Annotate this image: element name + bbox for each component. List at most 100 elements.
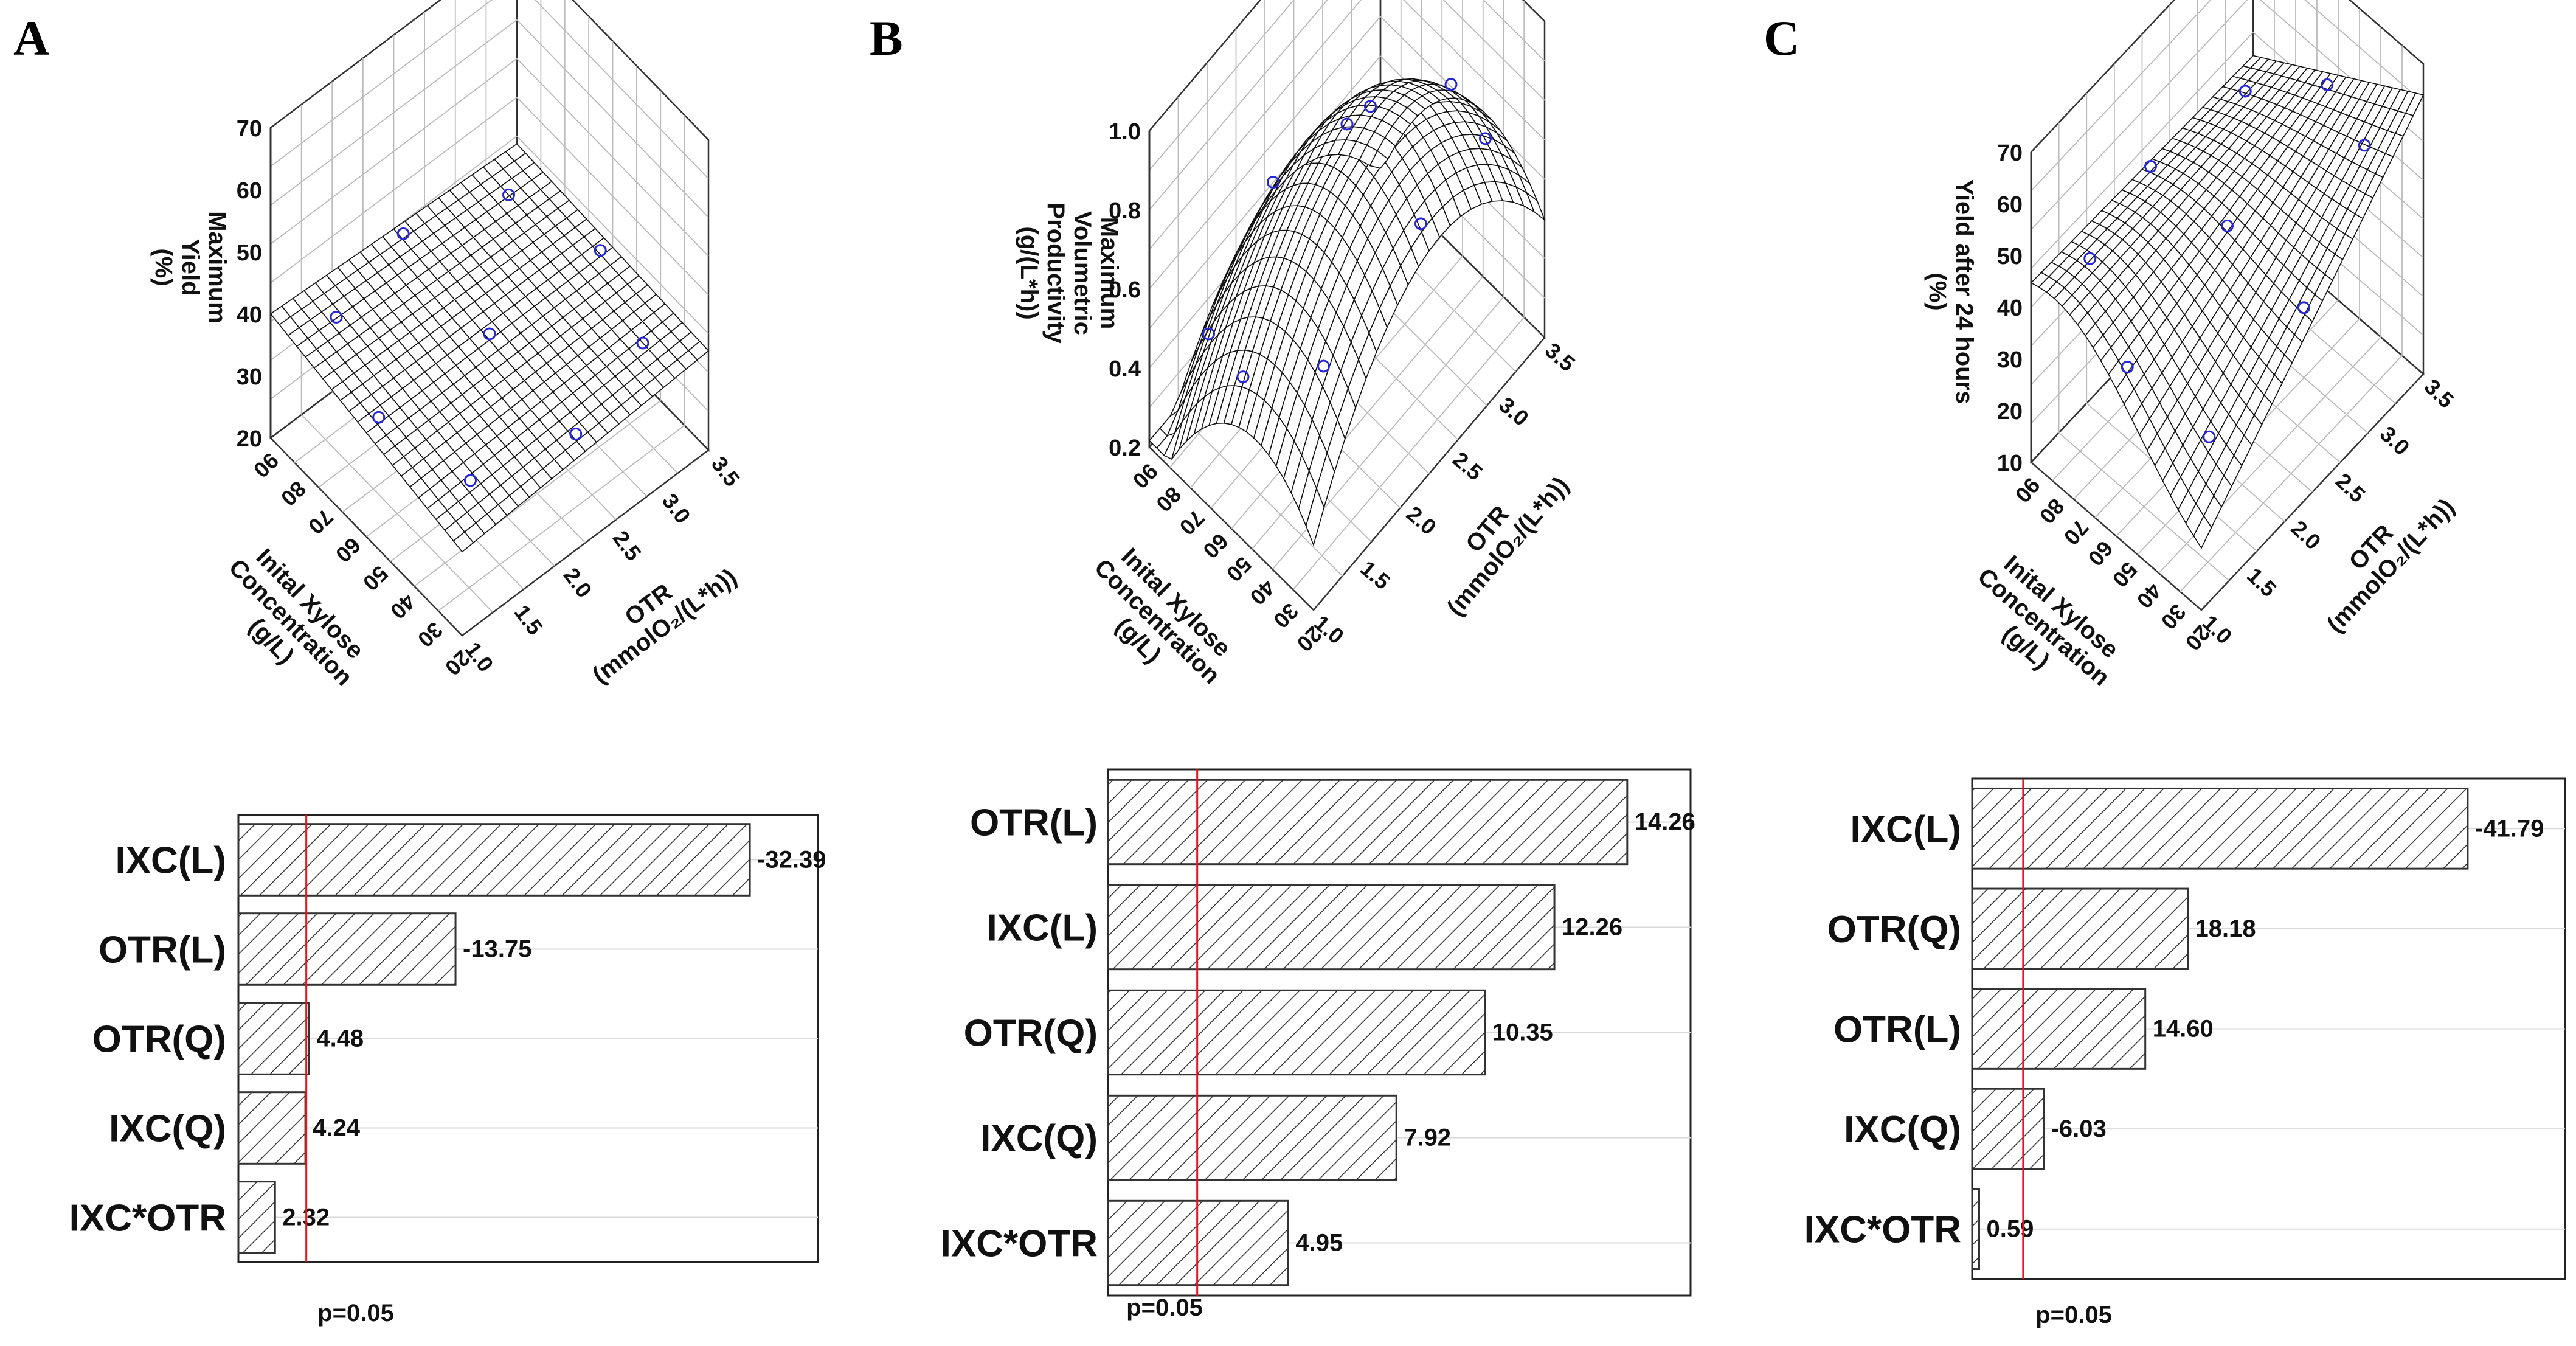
pareto-chart-c: IXC(L) -41.79 OTR(Q) 18.18 OTR(L) 14.60 IXC(Q)… bbox=[1804, 777, 2566, 1328]
y-tick-label: 40 bbox=[2132, 578, 2167, 613]
data-point bbox=[1267, 176, 1279, 189]
x-tick: 3.0 bbox=[2375, 421, 2415, 460]
data-point bbox=[464, 474, 477, 487]
category-label: OTR(Q) bbox=[92, 1019, 226, 1061]
y-tick-label: 70 bbox=[303, 504, 338, 539]
bar-otrl bbox=[237, 912, 457, 986]
wall-gridline bbox=[270, 0, 493, 167]
data-point bbox=[372, 411, 386, 424]
z-tick-label: 0.8 bbox=[1109, 198, 1141, 224]
z-tick-label: 0.6 bbox=[1109, 277, 1141, 303]
z-axis-title: Yield after 24 hours(%) bbox=[1924, 179, 1978, 404]
y-tick: 40 bbox=[386, 589, 420, 624]
x-tick: 3.5 bbox=[707, 452, 745, 491]
y-tick-label: 60 bbox=[2083, 536, 2118, 571]
z-tick-label: 0.2 bbox=[1109, 435, 1141, 461]
data-point bbox=[1444, 78, 1458, 91]
z-tick-label: 60 bbox=[237, 178, 262, 204]
x-tick-label: 1.5 bbox=[1356, 555, 1395, 594]
x-axis-title: OTR(mmolO₂/(L*h)) bbox=[2322, 493, 2460, 637]
data-point bbox=[2121, 360, 2134, 373]
y-tick-label: 50 bbox=[1222, 552, 1256, 586]
wall-gridline bbox=[1149, 16, 1381, 290]
y-tick: 60 bbox=[2083, 536, 2118, 571]
surface-cell bbox=[2405, 92, 2425, 116]
x-tick-label: 2.5 bbox=[608, 526, 646, 566]
surface-cell bbox=[1525, 191, 1546, 221]
pareto-chart-a: IXC(L) -32.39 OTR(L) -13.75 OTR(Q) 4.48 IXC(Q)… bbox=[69, 814, 826, 1327]
data-point bbox=[1236, 370, 1250, 384]
data-point bbox=[330, 310, 343, 324]
wall-gridline bbox=[1403, 0, 1545, 140]
x-tick: 2.5 bbox=[2331, 468, 2370, 507]
surface-plot-a: 203040506070MaximumYield(%)2030405060708… bbox=[150, 0, 745, 691]
category-label: IXC(L) bbox=[986, 907, 1098, 949]
y-tick: 30 bbox=[2156, 600, 2191, 634]
x-tick: 2.0 bbox=[559, 563, 597, 603]
data-point bbox=[1202, 327, 1215, 341]
y-tick: 30 bbox=[413, 617, 448, 652]
y-tick-label: 50 bbox=[2108, 557, 2142, 592]
z-axis-title-line: (%) bbox=[1924, 272, 1951, 310]
z-tick-label: 1.0 bbox=[1109, 119, 1141, 145]
panel-letter-b: B bbox=[870, 10, 903, 66]
value-label: 18.18 bbox=[2195, 915, 2256, 942]
wall-gridline bbox=[1149, 0, 1295, 171]
value-label: -32.39 bbox=[757, 847, 826, 873]
x-tick: 1.5 bbox=[510, 600, 548, 640]
data-point bbox=[1479, 132, 1492, 145]
wall-gridline bbox=[535, 0, 709, 179]
wall-gridline bbox=[2304, 0, 2424, 103]
y-tick-label: 60 bbox=[1198, 529, 1233, 563]
x-tick-label: 2.5 bbox=[2331, 468, 2370, 507]
data-point bbox=[502, 188, 515, 201]
x-axis-title: OTR(mmolO₂/(L*h)) bbox=[587, 563, 742, 689]
bar-ixcq bbox=[1971, 1088, 2045, 1170]
category-label: OTR(L) bbox=[99, 929, 226, 971]
pareto-chart-b: OTR(L) 14.26 IXC(L) 12.26 OTR(Q) 10.35 IXC(Q) 7… bbox=[941, 768, 1695, 1321]
category-label: OTR(Q) bbox=[964, 1013, 1098, 1055]
value-label: 14.60 bbox=[2153, 1016, 2214, 1042]
threshold-label: p=0.05 bbox=[1126, 1294, 1203, 1321]
y-tick-label: 60 bbox=[331, 533, 365, 567]
category-label: OTR(L) bbox=[1833, 1009, 1961, 1051]
data-point bbox=[1414, 217, 1427, 231]
wall-gridline bbox=[2031, 0, 2248, 231]
x-tick-label: 3.5 bbox=[707, 452, 745, 491]
data-point bbox=[1364, 100, 1377, 113]
x-tick-label: 3.5 bbox=[2420, 374, 2459, 413]
data-point bbox=[2144, 160, 2157, 173]
surface-plot-b: 0.2 0.4 0.6 0.8 1.0 MaximumVolumetricProducti… bbox=[1016, 0, 1580, 689]
wall-gridline bbox=[516, 58, 709, 257]
y-tick: 50 bbox=[2108, 557, 2142, 592]
z-axis-title-line: (%) bbox=[150, 248, 177, 286]
y-tick-label: 30 bbox=[2156, 600, 2191, 634]
bar-ixcl bbox=[1971, 787, 2469, 870]
value-label: 7.92 bbox=[1404, 1125, 1451, 1151]
value-label: 12.26 bbox=[1562, 914, 1622, 941]
z-tick-label: 10 bbox=[1997, 451, 2023, 476]
x-tick-label: 3.5 bbox=[1540, 338, 1580, 376]
bar-ixcq bbox=[237, 1091, 306, 1165]
wall-gridline bbox=[1482, 0, 1545, 61]
panel-letter-c: C bbox=[1764, 10, 1799, 66]
x-tick: 3.0 bbox=[657, 489, 696, 529]
y-tick-label: 70 bbox=[1175, 505, 1210, 540]
x-tick-label: 1.5 bbox=[510, 600, 548, 640]
x-tick: 2.5 bbox=[1448, 446, 1487, 485]
data-point bbox=[2297, 301, 2310, 314]
data-point bbox=[636, 336, 649, 350]
y-tick: 70 bbox=[2059, 515, 2094, 550]
x-tick: 3.5 bbox=[2420, 374, 2459, 413]
z-axis-title-line: Yield after 24 hours bbox=[1951, 179, 1978, 404]
value-label: 4.48 bbox=[316, 1025, 364, 1052]
category-label: IXC(Q) bbox=[980, 1118, 1098, 1160]
y-tick: 90 bbox=[2010, 473, 2045, 507]
z-tick-label: 20 bbox=[237, 426, 262, 452]
x-tick-label: 2.5 bbox=[1448, 446, 1487, 485]
y-tick-label: 70 bbox=[2059, 515, 2094, 550]
category-label: IXC(L) bbox=[1850, 808, 1961, 850]
